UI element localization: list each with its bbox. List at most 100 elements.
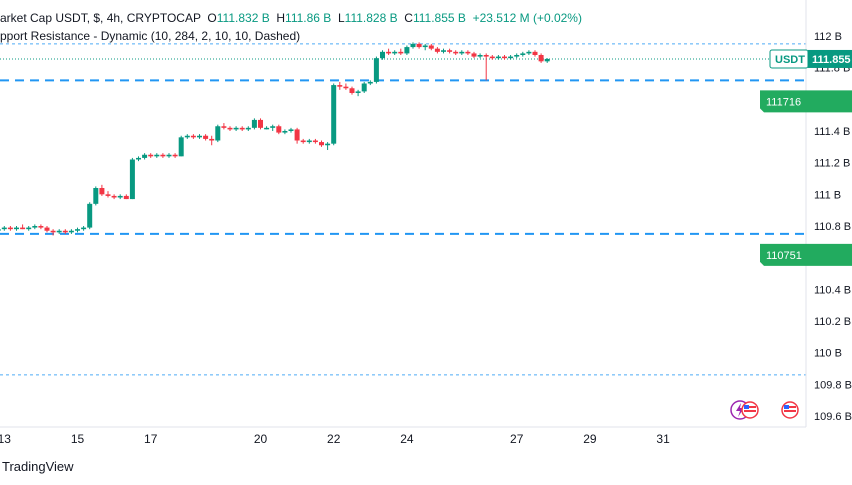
candle-body (306, 140, 312, 143)
candle (471, 51, 477, 59)
candle-body (471, 53, 477, 57)
candle (282, 129, 288, 135)
candle (538, 53, 544, 63)
brand-logo[interactable]: TradingView (2, 459, 74, 474)
candle (361, 81, 367, 93)
candle (422, 43, 428, 51)
candle (355, 89, 361, 97)
candle (343, 83, 349, 90)
candle-body (483, 55, 489, 57)
price-tick-label: 111.4 B (814, 126, 850, 138)
time-tick-label: 17 (144, 432, 158, 446)
candle (441, 48, 446, 54)
high-value: 111.86 B (285, 11, 332, 25)
candle (526, 50, 532, 55)
candle-body (166, 154, 172, 157)
candle-body (93, 188, 99, 204)
candle-body (495, 56, 501, 59)
candle (294, 127, 300, 144)
candle (190, 134, 196, 139)
candle-body (398, 51, 404, 54)
candle (258, 118, 263, 130)
candle-body (142, 154, 148, 158)
close-label: C (404, 11, 413, 25)
candle-body (349, 88, 355, 93)
candle-body (1, 227, 7, 230)
candle (276, 124, 282, 135)
candle-body (203, 135, 209, 139)
candle (166, 153, 172, 158)
candle-body (190, 135, 196, 138)
time-tick-label: 24 (400, 432, 414, 446)
candle-body (361, 83, 367, 92)
legend-ohlc: arket Cap USDT, $, 4h, CRYPTOCAP O111.83… (0, 11, 582, 25)
candle-body (0, 229, 1, 231)
candles (0, 42, 550, 236)
candle (489, 55, 495, 60)
candle-body (526, 51, 532, 54)
candle-body (337, 85, 343, 87)
candle (404, 45, 410, 55)
candle (99, 184, 105, 196)
price-tick-label: 111.2 B (814, 158, 850, 170)
candle-body (520, 53, 526, 55)
candle-body (148, 154, 154, 157)
candle-body (197, 135, 202, 138)
candle (148, 153, 154, 158)
candle-body (14, 227, 19, 230)
candle-body (99, 188, 105, 195)
candle-body (312, 140, 318, 143)
candle (239, 126, 245, 131)
candle (233, 126, 239, 131)
candle (367, 80, 373, 86)
candle (373, 56, 379, 84)
candle-body (62, 230, 68, 233)
candle-body (20, 227, 26, 230)
candle-body (251, 119, 257, 128)
candle-body (331, 85, 337, 144)
candle-body (465, 51, 471, 54)
candle-body (81, 227, 87, 230)
candle (453, 50, 459, 55)
candle (26, 226, 32, 231)
candle-body (532, 51, 538, 55)
price-tick-label: 110.4 B (814, 284, 851, 296)
candle (532, 50, 538, 57)
candle (477, 53, 483, 59)
candle-body (325, 143, 331, 146)
time-tick-label: 13 (0, 432, 11, 446)
candle (160, 153, 166, 158)
candle (111, 194, 117, 200)
candle (434, 47, 440, 54)
candle-body (123, 195, 129, 200)
candle-body (264, 127, 270, 130)
indicator-legend[interactable]: pport Resistance - Dynamic (10, 284, 2, … (0, 29, 300, 43)
time-axis: 13 15 17 20 22 24 27 29 31 (0, 432, 670, 446)
time-tick-label: 20 (254, 432, 268, 446)
candle-body (233, 127, 239, 130)
candle (154, 153, 160, 158)
candle-body (129, 159, 135, 200)
close-value: 111.855 B (412, 11, 466, 25)
last-price-tag-label: 111.855 (812, 54, 851, 66)
candle-body (508, 56, 514, 59)
candle (32, 224, 38, 230)
candle (227, 126, 233, 131)
candle (7, 226, 13, 231)
candle-body (319, 142, 324, 146)
candle (44, 226, 50, 233)
candle (87, 202, 93, 230)
candle (93, 186, 99, 206)
candle (1, 226, 7, 231)
candle (117, 194, 123, 200)
candle (62, 229, 68, 234)
candle-body (459, 51, 465, 54)
candle-body (514, 55, 520, 57)
candle (20, 224, 26, 230)
change-value: +23.512 M (+0.02%) (472, 11, 582, 25)
candle (129, 157, 135, 200)
candle-body (355, 91, 361, 93)
resistance-tag (760, 90, 852, 113)
